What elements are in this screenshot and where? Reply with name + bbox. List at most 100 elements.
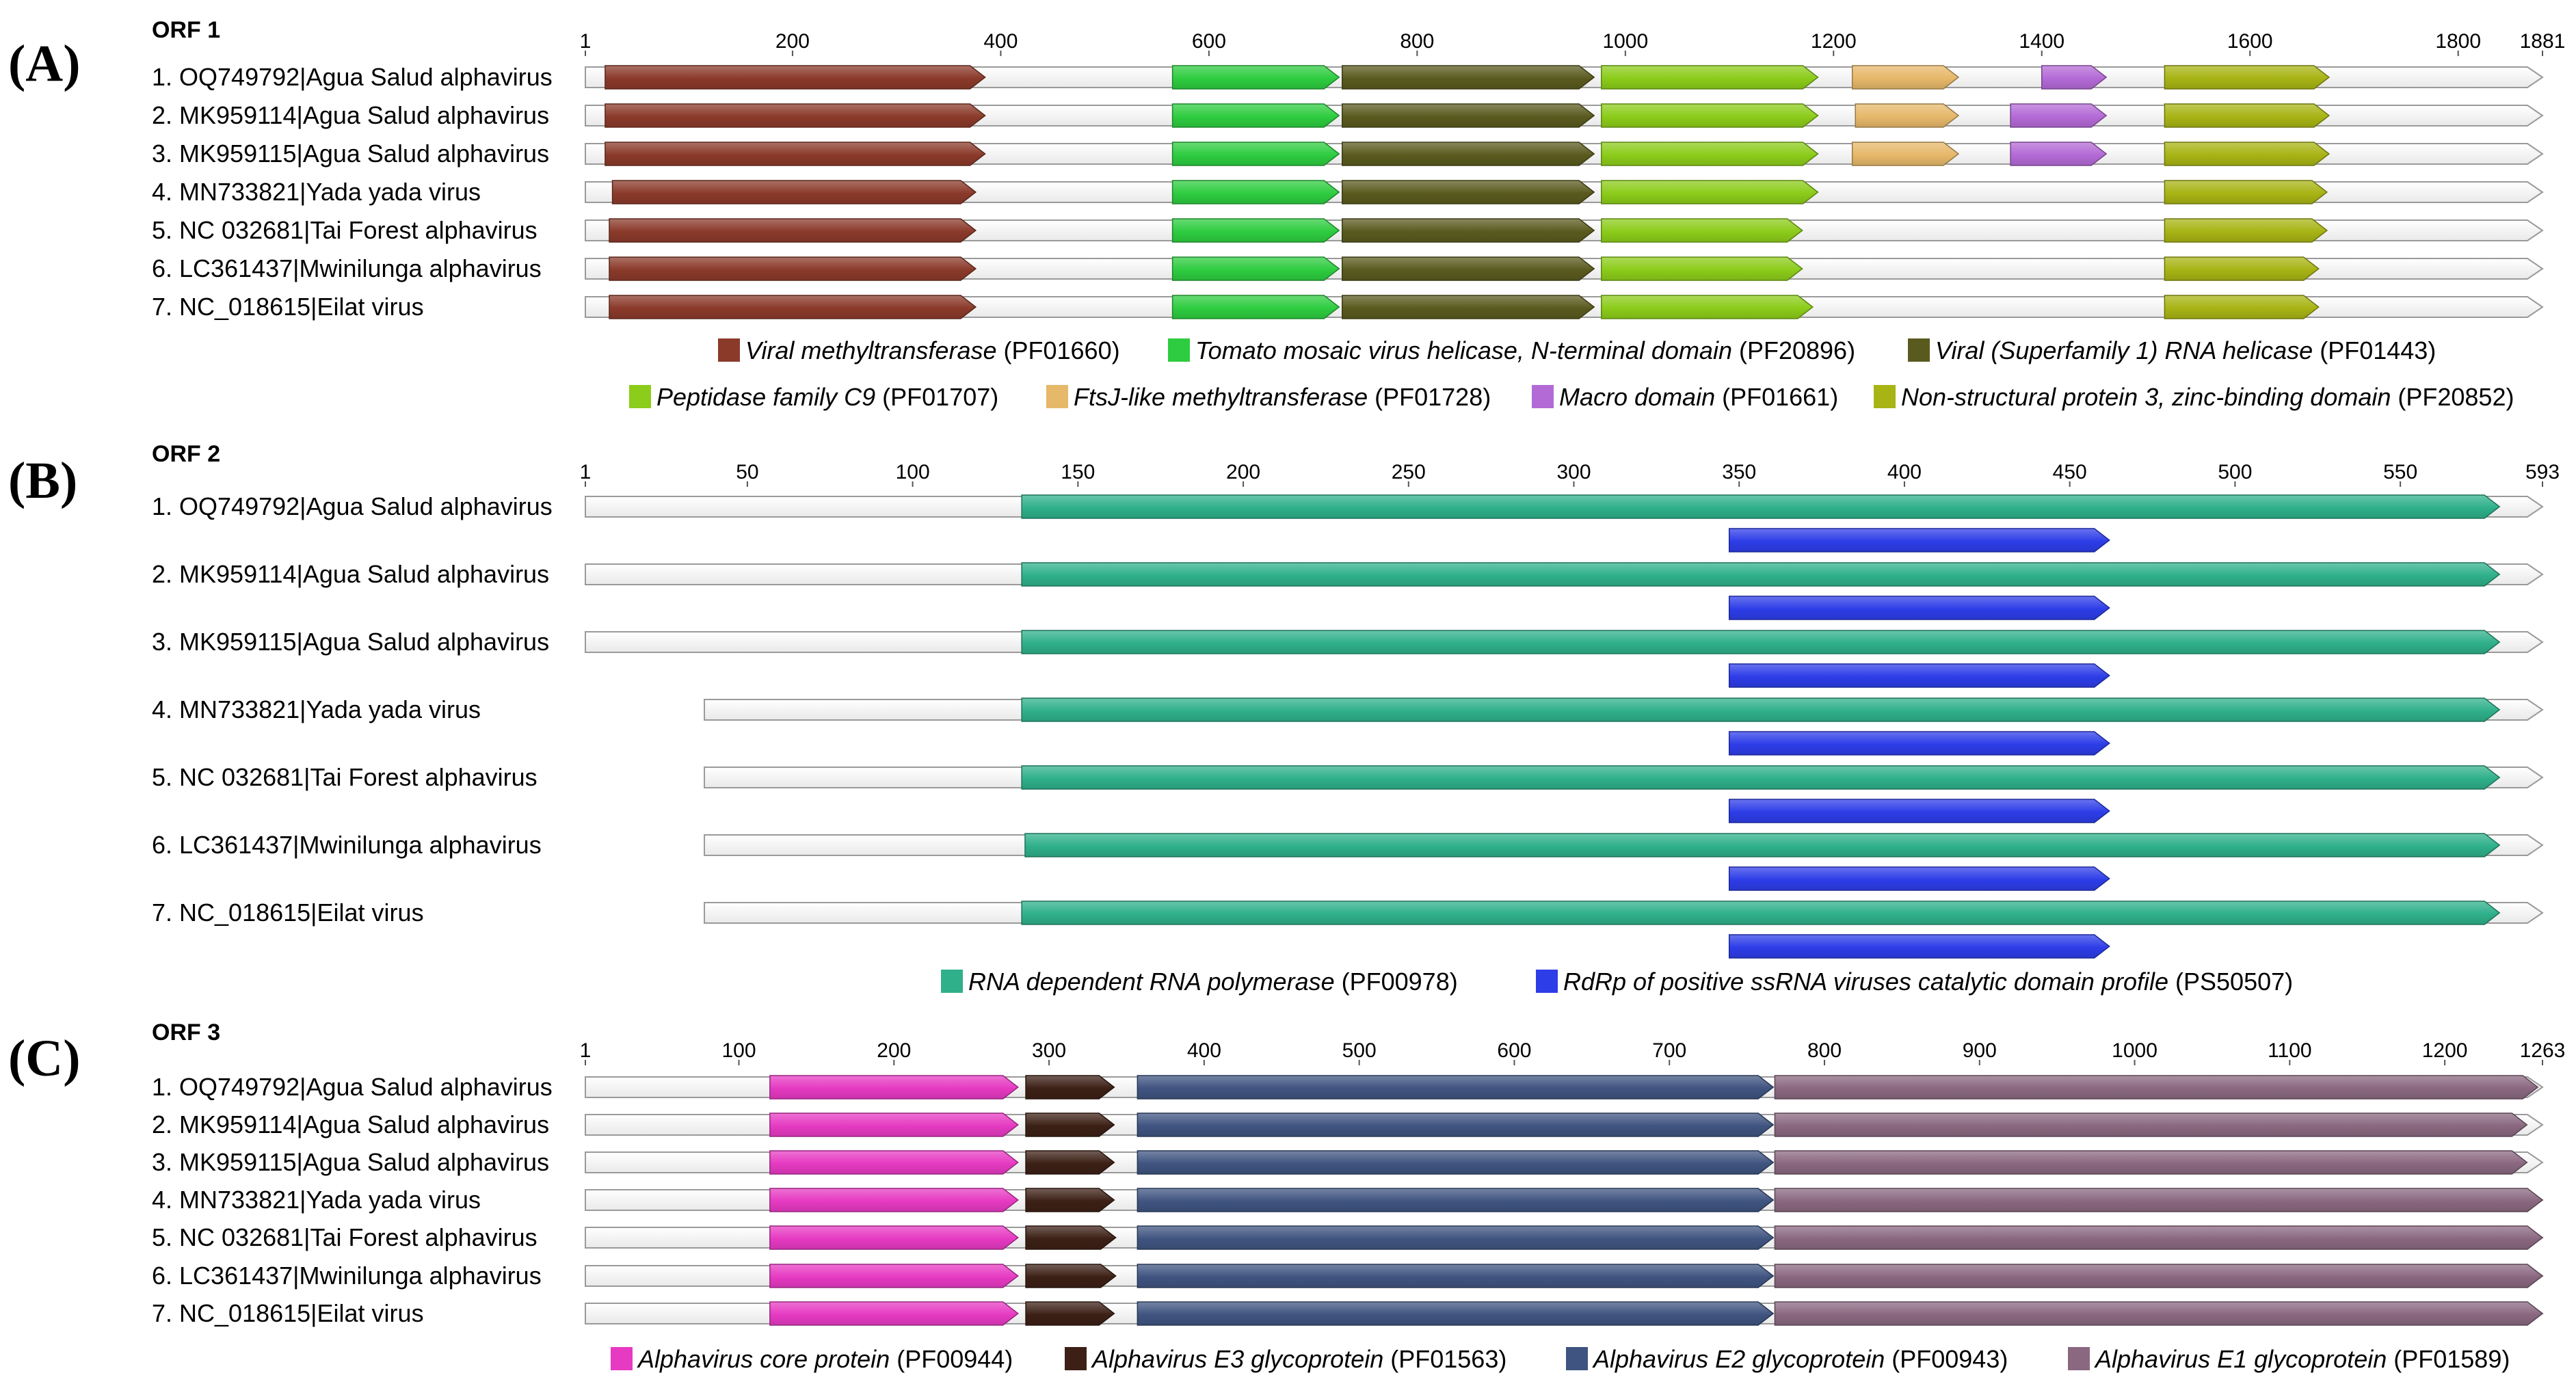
domain-e3 — [1025, 1150, 1115, 1175]
domain-methyltransferase — [605, 65, 986, 90]
domain-rdrp_catalytic — [1728, 596, 2110, 620]
domain-e3 — [1025, 1112, 1115, 1137]
sequence-row: 3. MK959115|Agua Salud alphavirus — [152, 139, 2544, 168]
sequence-row: 5. NC 032681|Tai Forest alphavirus — [152, 1223, 2544, 1251]
sequence-row: 4. MN733821|Yada yada virus — [152, 695, 2544, 756]
row-label: 7. NC_018615|Eilat virus — [152, 898, 424, 927]
tick-label: 400 — [983, 30, 1018, 53]
panel-letter: (B) — [8, 452, 77, 509]
domain-rdrp — [1024, 833, 2501, 857]
legend-item-rna_helicase: Viral (Superfamily 1) RNA helicase (PF01… — [1908, 336, 2436, 364]
legend-label: Alphavirus E1 glycoprotein (PF01589) — [2094, 1345, 2510, 1373]
legend-item-e2: Alphavirus E2 glycoprotein (PF00943) — [1566, 1345, 2008, 1373]
domain-e1 — [1774, 1264, 2544, 1288]
tick-label: 200 — [775, 30, 810, 53]
domain-nsp3_zinc — [2164, 295, 2320, 319]
legend-item-tmv_helicase: Tomato mosaic virus helicase, N-terminal… — [1168, 336, 1855, 364]
tick-label: 600 — [1192, 30, 1226, 53]
domain-methyltransferase — [609, 218, 977, 243]
legend-swatch — [941, 970, 963, 993]
domain-peptidase_c9 — [1601, 103, 1819, 128]
row-label: 4. MN733821|Yada yada virus — [152, 178, 481, 206]
sequence-row: 5. NC 032681|Tai Forest alphavirus — [152, 763, 2544, 823]
domain-peptidase_c9 — [1601, 65, 1819, 90]
tick-label: 250 — [1392, 461, 1426, 483]
legend-item-nsp3_zinc: Non-structural protein 3, zinc-binding d… — [1874, 383, 2514, 411]
orf-title: ORF 2 — [152, 441, 220, 467]
domain-tmv_helicase — [1171, 218, 1340, 243]
row-label: 3. MK959115|Agua Salud alphavirus — [152, 139, 549, 168]
domain-e1 — [1774, 1075, 2539, 1100]
domain-methyltransferase — [605, 103, 986, 128]
row-label: 2. MK959114|Agua Salud alphavirus — [152, 101, 549, 129]
domain-peptidase_c9 — [1601, 218, 1803, 243]
domain-rna_helicase — [1341, 218, 1595, 243]
sequence-row: 7. NC_018615|Eilat virus — [152, 898, 2544, 959]
sequence-row: 2. MK959114|Agua Salud alphavirus — [152, 560, 2544, 620]
domain-nsp3_zinc — [2164, 103, 2331, 128]
row-label: 4. MN733821|Yada yada virus — [152, 1186, 481, 1214]
domain-methyltransferase — [609, 295, 977, 319]
domain-tmv_helicase — [1171, 295, 1340, 319]
tick-label: 900 — [1963, 1039, 1997, 1062]
domain-e1 — [1774, 1225, 2544, 1250]
tick-label: 1200 — [2422, 1039, 2468, 1062]
legend-label: Non-structural protein 3, zinc-binding d… — [1901, 383, 2514, 411]
tick-label: 1 — [580, 30, 592, 53]
tick-label: 550 — [2383, 461, 2417, 483]
legend-swatch — [1566, 1347, 1588, 1370]
tick-label: 1881 — [2520, 30, 2566, 53]
row-label: 3. MK959115|Agua Salud alphavirus — [152, 1148, 549, 1176]
domain-e2 — [1137, 1301, 1775, 1326]
tick-label: 593 — [2525, 461, 2560, 483]
domain-peptidase_c9 — [1601, 142, 1819, 166]
tick-label: 50 — [736, 461, 758, 483]
sequence-row: 2. MK959114|Agua Salud alphavirus — [152, 101, 2544, 129]
legend-item-rdrp: RNA dependent RNA polymerase (PF00978) — [941, 968, 1458, 996]
legend-label: Macro domain (PF01661) — [1559, 383, 1838, 411]
legend-item-ftsj: FtsJ-like methyltransferase (PF01728) — [1046, 383, 1491, 411]
row-label: 6. LC361437|Mwinilunga alphavirus — [152, 831, 542, 859]
legend-swatch — [1536, 970, 1558, 993]
sequence-row: 4. MN733821|Yada yada virus — [152, 1186, 2544, 1214]
tick-label: 1000 — [1602, 30, 1648, 53]
domain-e3 — [1025, 1075, 1115, 1100]
tick-label: 1100 — [2268, 1039, 2312, 1062]
domain-nsp3_zinc — [2164, 180, 2328, 204]
domain-ftsj — [1851, 142, 1960, 166]
domain-peptidase_c9 — [1601, 180, 1819, 204]
tick-label: 1263 — [2520, 1039, 2566, 1062]
legend-swatch — [1046, 385, 1068, 408]
domain-tmv_helicase — [1171, 256, 1340, 281]
domain-rdrp — [1021, 494, 2501, 519]
row-label: 1. OQ749792|Agua Salud alphavirus — [152, 1073, 553, 1101]
sequence-row: 4. MN733821|Yada yada virus — [152, 178, 2544, 206]
tick-label: 200 — [1226, 461, 1260, 483]
tick-label: 500 — [1342, 1039, 1377, 1062]
domain-e3 — [1025, 1225, 1117, 1250]
legend-item-e1: Alphavirus E1 glycoprotein (PF01589) — [2068, 1345, 2510, 1373]
domain-e2 — [1137, 1150, 1775, 1175]
domain-tmv_helicase — [1171, 180, 1340, 204]
sequence-row: 3. MK959115|Agua Salud alphavirus — [152, 628, 2544, 688]
domain-rna_helicase — [1341, 103, 1595, 128]
domain-e2 — [1137, 1075, 1775, 1100]
legend-item-peptidase_c9: Peptidase family C9 (PF01707) — [629, 383, 998, 411]
domain-core — [769, 1112, 1019, 1137]
sequence-row: 2. MK959114|Agua Salud alphavirus — [152, 1110, 2544, 1138]
tick-label: 300 — [1556, 461, 1591, 483]
legend-swatch — [1168, 338, 1190, 362]
legend-item-e3: Alphavirus E3 glycoprotein (PF01563) — [1065, 1345, 1506, 1373]
tick-label: 1800 — [2435, 30, 2481, 53]
row-label: 3. MK959115|Agua Salud alphavirus — [152, 628, 549, 656]
row-label: 2. MK959114|Agua Salud alphavirus — [152, 1110, 549, 1138]
legend-label: Alphavirus E2 glycoprotein (PF00943) — [1592, 1345, 2008, 1373]
tick-label: 1200 — [1811, 30, 1857, 53]
domain-nsp3_zinc — [2164, 218, 2328, 243]
row-label: 5. NC 032681|Tai Forest alphavirus — [152, 763, 537, 791]
sequence-row: 3. MK959115|Agua Salud alphavirus — [152, 1148, 2544, 1176]
row-label: 5. NC 032681|Tai Forest alphavirus — [152, 216, 537, 244]
domain-nsp3_zinc — [2164, 65, 2331, 90]
orf-title: ORF 1 — [152, 17, 220, 43]
domain-tmv_helicase — [1171, 142, 1340, 166]
